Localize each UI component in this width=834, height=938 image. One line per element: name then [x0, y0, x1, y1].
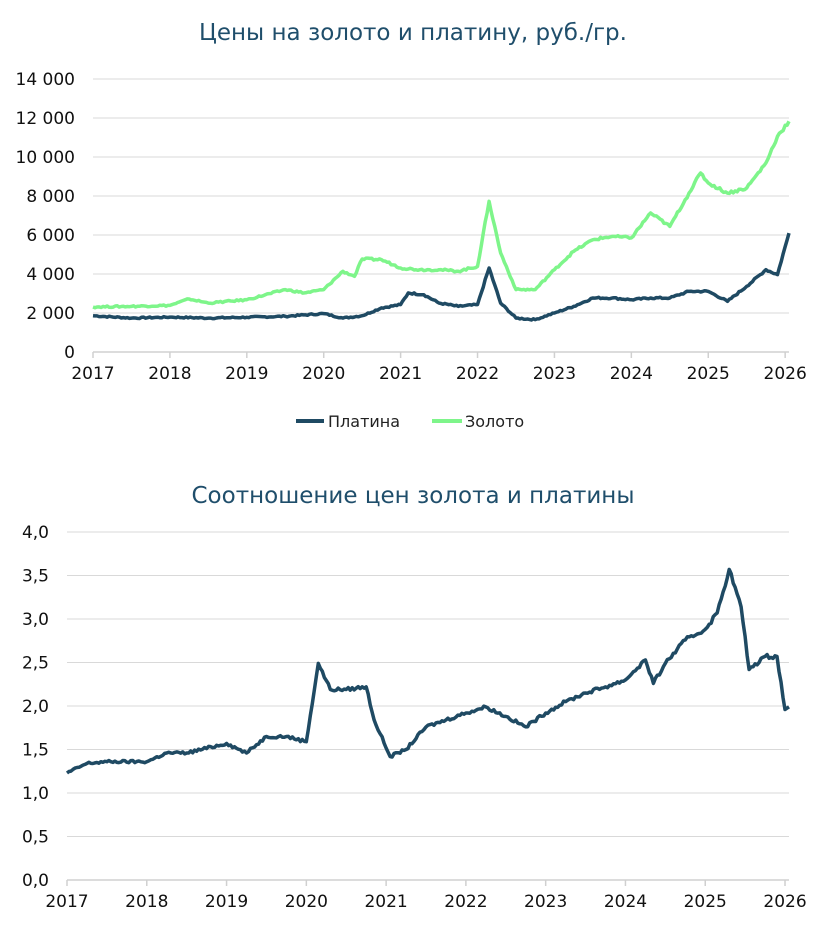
x-tick-label: 2026 — [763, 892, 806, 912]
x-tick-label: 2022 — [444, 892, 487, 912]
y-tick-label: 0 — [64, 343, 75, 363]
top-chart-grid: 0 2 000 4 000 6 000 8 000 10 000 12 000 14 000 2… — [16, 70, 807, 384]
bottom-chart-title: Соотношение цен золота и платины — [191, 483, 634, 509]
y-tick-label: 0,5 — [22, 828, 49, 848]
x-tick-label: 2026 — [764, 364, 807, 384]
y-tick-label: 0,0 — [22, 871, 49, 891]
x-tick-label: 2022 — [456, 364, 499, 384]
y-tick-label: 4 000 — [26, 265, 75, 285]
x-tick-label: 2018 — [148, 364, 191, 384]
x-tick-label: 2018 — [125, 892, 168, 912]
x-tick-label: 2024 — [610, 364, 653, 384]
x-tick-label: 2023 — [524, 892, 567, 912]
y-tick-label: 2,5 — [22, 654, 49, 674]
top-chart-lines — [92, 120, 791, 322]
legend-label-platinum: Платина — [328, 412, 400, 431]
x-tick-label: 2019 — [225, 364, 268, 384]
y-tick-label: 2 000 — [26, 304, 75, 324]
bottom-chart-lines — [65, 567, 790, 775]
bottom-chart-grid: 0,0 0,5 1,0 1,5 2,0 2,5 3,0 3,5 4,0 2017 2018 2019 2… — [22, 523, 807, 912]
y-tick-label: 14 000 — [16, 70, 75, 90]
x-tick-label: 2024 — [604, 892, 647, 912]
x-tick-label: 2019 — [205, 892, 248, 912]
y-tick-label: 1,5 — [22, 741, 49, 761]
x-tick-label: 2025 — [684, 892, 727, 912]
x-tick-label: 2020 — [302, 364, 345, 384]
y-tick-label: 1,0 — [22, 784, 49, 804]
y-tick-label: 3,5 — [22, 567, 49, 587]
x-tick-label: 2020 — [285, 892, 328, 912]
y-tick-label: 8 000 — [26, 187, 75, 207]
series-line-platinum — [92, 232, 791, 322]
top-chart-legend: Платина Золото — [296, 412, 524, 431]
series-line-gold — [92, 120, 791, 310]
y-tick-label: 10 000 — [16, 148, 75, 168]
x-tick-label: 2021 — [364, 892, 407, 912]
y-tick-label: 4,0 — [22, 523, 49, 543]
y-tick-label: 6 000 — [26, 226, 75, 246]
y-tick-label: 12 000 — [16, 109, 75, 129]
legend-label-gold: Золото — [465, 412, 524, 431]
top-chart-title: Цены на золото и платину, руб./гр. — [199, 20, 627, 46]
x-tick-label: 2023 — [533, 364, 576, 384]
y-tick-label: 3,0 — [22, 610, 49, 630]
x-tick-label: 2017 — [71, 364, 114, 384]
y-tick-label: 2,0 — [22, 697, 49, 717]
x-tick-label: 2017 — [45, 892, 88, 912]
series-line-ratio — [65, 567, 790, 775]
x-tick-label: 2021 — [379, 364, 422, 384]
x-tick-label: 2025 — [687, 364, 730, 384]
